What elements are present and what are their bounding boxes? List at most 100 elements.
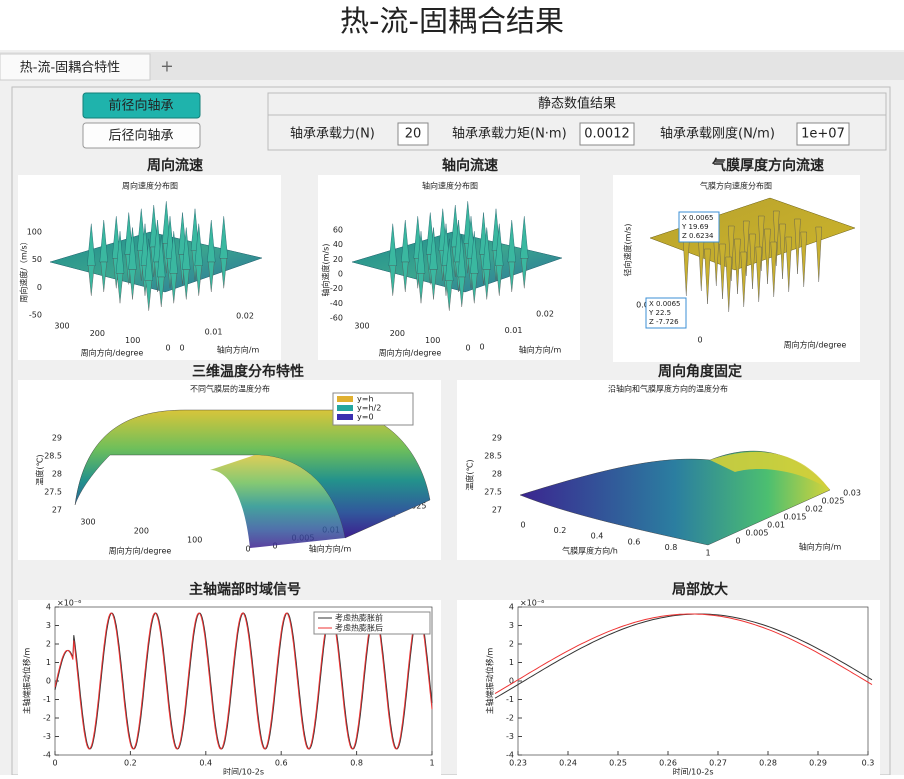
field-value: 1e+07 bbox=[801, 127, 845, 142]
field-box bbox=[796, 122, 850, 146]
y-tick-label: -1 bbox=[506, 695, 514, 704]
y-tick-label: 0 bbox=[479, 343, 484, 352]
z-label: 轴向速度(m/s) bbox=[321, 244, 331, 297]
surface-spike bbox=[773, 210, 780, 267]
axis-exponent: ×10⁻⁶ bbox=[520, 599, 544, 608]
x-tick-label: 0.4 bbox=[199, 759, 212, 768]
z-tick-label: 27 bbox=[52, 506, 62, 515]
panel-title: 轴向流速 bbox=[442, 157, 498, 174]
y-tick-label: -3 bbox=[506, 732, 514, 741]
surface-spike bbox=[100, 261, 107, 293]
datatip-text: Y 22.5 bbox=[648, 309, 671, 317]
x-label: 周向方向/degree bbox=[81, 348, 144, 358]
x-tick-label: 0.23 bbox=[509, 759, 527, 768]
surface-spike bbox=[725, 256, 732, 313]
y-label: 主轴端振动位移/m bbox=[485, 648, 495, 715]
z-tick-label: 100 bbox=[27, 228, 42, 237]
z-tick-label: 40 bbox=[333, 240, 343, 249]
plot-title: 轴向速度分布图 bbox=[422, 181, 478, 191]
field-box bbox=[397, 122, 429, 146]
panel-title: 局部放大 bbox=[672, 581, 728, 598]
x-tick-label: 1 bbox=[705, 549, 710, 558]
legend-label: 考虑热膨胀前 bbox=[335, 613, 383, 623]
button[interactable] bbox=[82, 92, 201, 119]
x-label: 时间/10-2s bbox=[672, 767, 713, 776]
panel-title: 周向流速 bbox=[147, 157, 203, 174]
z-tick-label: 20 bbox=[333, 255, 343, 264]
field-label: 轴承承载力(N) bbox=[290, 127, 375, 142]
y-label: 主轴端振动位移/m bbox=[22, 648, 32, 715]
surface bbox=[710, 451, 830, 490]
surface-spike bbox=[483, 269, 490, 300]
y-tick-label: 4 bbox=[46, 603, 51, 612]
header-bg bbox=[0, 0, 904, 50]
panel-title: 气膜厚度方向流速 bbox=[711, 157, 824, 174]
surface-spike bbox=[496, 265, 503, 296]
surface-spike bbox=[728, 225, 735, 282]
y-label: 轴向方向/m bbox=[217, 345, 260, 355]
surface bbox=[210, 455, 345, 548]
tab-label[interactable]: 热-流-固耦合特性 bbox=[20, 61, 120, 76]
y-tick-label: 0 bbox=[735, 537, 740, 546]
y-tick-label: -3 bbox=[43, 732, 51, 741]
panel-title: 三维温度分布特性 bbox=[192, 363, 304, 380]
y-tick-label: 0.005 bbox=[746, 529, 769, 538]
z-tick-label: 28.5 bbox=[44, 452, 62, 461]
surface-spike bbox=[800, 231, 807, 288]
z-label: 周向速度/（m/s） bbox=[19, 237, 29, 302]
surface-spike bbox=[785, 236, 792, 293]
legend-label: y=h/2 bbox=[357, 404, 381, 413]
button-label[interactable]: 后径向轴承 bbox=[108, 128, 173, 144]
y-tick-label: 0.02 bbox=[536, 310, 554, 319]
plot-title: 不同气膜层的温度分布 bbox=[190, 384, 270, 394]
surface-spike bbox=[758, 215, 765, 272]
z-label: 温度(℃) bbox=[465, 459, 475, 490]
header-title: 热-流-固耦合结果 bbox=[340, 4, 564, 38]
x-label: 周向方向/degree bbox=[109, 546, 172, 556]
surface-spike bbox=[704, 248, 711, 305]
y-tick-label: 0.02 bbox=[636, 301, 654, 310]
y-tick-label: 0.01 bbox=[505, 326, 523, 335]
x-tick-label: 0.8 bbox=[665, 543, 678, 552]
button-label[interactable]: 前径向轴承 bbox=[108, 98, 173, 114]
x-label: 周向方向/degree bbox=[379, 348, 442, 358]
static-title: 静态数值结果 bbox=[538, 96, 616, 112]
x-tick-label: 0.6 bbox=[275, 759, 288, 768]
surface-spike bbox=[417, 273, 425, 304]
z-tick-label: -40 bbox=[330, 299, 343, 308]
x-tick-label: 0 bbox=[465, 344, 470, 353]
y-tick-label: -2 bbox=[43, 714, 51, 723]
x-label: 周向方向/degree bbox=[784, 340, 847, 350]
z-tick-label: 27.5 bbox=[484, 488, 502, 497]
surface-spike bbox=[170, 273, 177, 304]
surface-spike bbox=[815, 226, 822, 283]
surface-spike bbox=[740, 251, 747, 308]
y-tick-label: 2 bbox=[509, 640, 514, 649]
surface-spike bbox=[183, 269, 190, 300]
datatip-text: Z -7.726 bbox=[649, 318, 679, 326]
plot-title: 气膜方向速度分布图 bbox=[700, 181, 772, 191]
x-tick-label: 300 bbox=[354, 322, 369, 331]
y-tick-label: 0 bbox=[509, 677, 514, 686]
z-tick-label: 28.5 bbox=[484, 452, 502, 461]
tab[interactable] bbox=[0, 53, 151, 81]
y-tick-label: -2 bbox=[506, 714, 514, 723]
x-tick-label: 100 bbox=[187, 536, 202, 545]
z-tick-label: 0 bbox=[338, 270, 343, 279]
add-tab[interactable]: + bbox=[160, 57, 173, 76]
surface-spike bbox=[508, 261, 515, 293]
x-tick-label: 0.26 bbox=[659, 759, 677, 768]
surface bbox=[74, 409, 431, 539]
y-tick-label: 3 bbox=[46, 621, 51, 630]
surface-spike bbox=[145, 280, 152, 311]
datatip-text: X 0.0065 bbox=[649, 300, 681, 308]
y-tick-label: 0 bbox=[179, 344, 184, 353]
y-tick-label: 1 bbox=[509, 658, 514, 667]
z-tick-label: 28 bbox=[52, 470, 62, 479]
z-tick-label: 27 bbox=[492, 506, 502, 515]
button[interactable] bbox=[82, 122, 201, 149]
surface-spike bbox=[755, 246, 762, 303]
plot-title: 沿轴向和气膜厚度方向的温度分布 bbox=[608, 384, 728, 394]
x-tick-label: 100 bbox=[125, 336, 140, 345]
panel-title: 周向角度固定 bbox=[658, 363, 742, 380]
